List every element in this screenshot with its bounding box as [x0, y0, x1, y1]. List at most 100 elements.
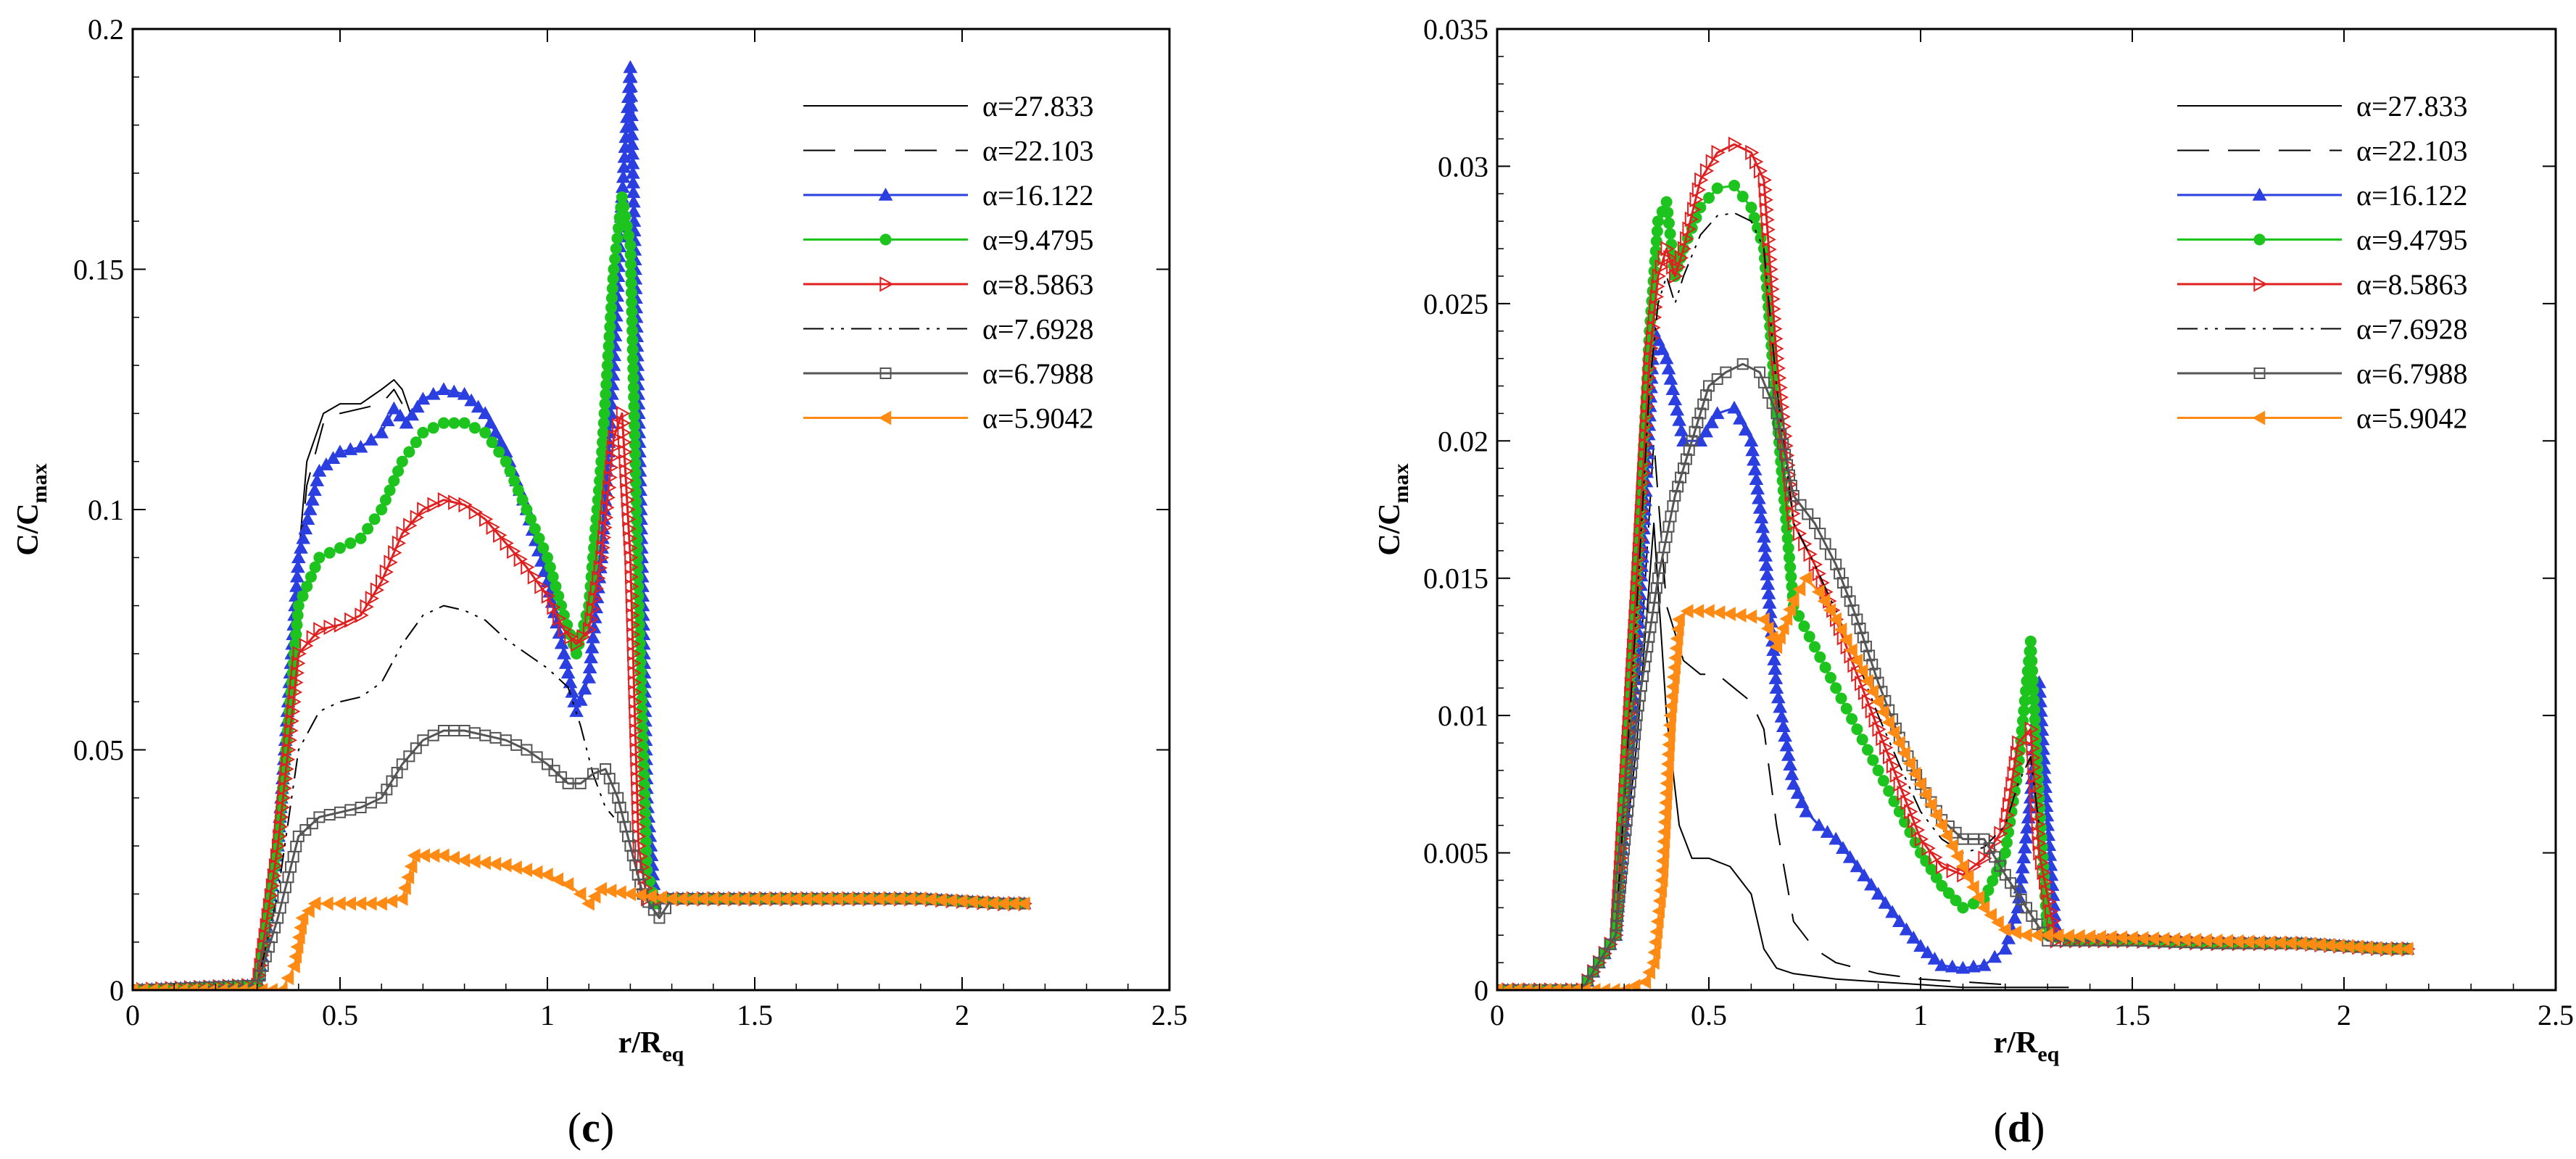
data-marker	[234, 983, 248, 990]
data-marker	[1968, 897, 1979, 910]
data-marker	[630, 752, 645, 768]
data-marker	[600, 378, 613, 391]
data-marker	[1885, 905, 1900, 918]
data-marker	[1710, 406, 1725, 420]
data-marker	[1597, 983, 1610, 990]
data-marker	[1860, 673, 1873, 689]
data-marker	[2005, 877, 2017, 889]
data-marker	[597, 426, 609, 439]
data-marker	[1765, 281, 1780, 297]
data-marker	[313, 622, 328, 638]
data-marker	[625, 286, 637, 299]
data-marker	[2014, 870, 2029, 884]
data-marker	[598, 520, 613, 536]
data-marker	[631, 780, 645, 797]
data-marker	[1794, 499, 1807, 511]
y-tick-label: 0.025	[1423, 288, 1488, 320]
chart-panel-c: 0 0.5 1 1.5 2 2.5 0 0.05 0.1 0.15 0.2 r/Req C/Cmax α=…	[12, 13, 1188, 1151]
data-marker	[2015, 893, 2027, 905]
data-marker	[1984, 907, 1997, 923]
data-marker	[1860, 640, 1872, 652]
y-axis-label-sub: max	[28, 463, 51, 503]
data-marker	[574, 777, 587, 789]
data-marker	[1999, 817, 2013, 834]
data-marker	[1670, 631, 1683, 646]
data-marker	[593, 560, 608, 576]
data-marker	[1649, 924, 1663, 939]
data-marker	[136, 984, 149, 990]
data-marker	[2044, 903, 2059, 920]
data-marker	[1657, 834, 1670, 849]
data-marker	[1773, 380, 1788, 396]
data-marker	[289, 638, 302, 650]
data-marker	[1769, 681, 1784, 694]
data-marker	[1656, 844, 1670, 859]
data-marker	[1647, 945, 1661, 960]
data-marker	[595, 549, 610, 565]
data-marker	[2021, 902, 2032, 914]
data-marker	[2046, 913, 2061, 929]
data-marker	[629, 713, 643, 729]
data-marker	[581, 670, 597, 684]
x-tick-label: 0.5	[322, 999, 358, 1031]
data-marker	[1660, 196, 1673, 208]
data-marker	[165, 983, 178, 990]
data-marker	[1883, 785, 1895, 797]
data-marker	[1628, 609, 1643, 625]
data-marker	[616, 415, 631, 431]
data-marker	[625, 277, 637, 289]
data-marker	[1694, 407, 1707, 420]
data-marker	[631, 533, 643, 546]
data-marker	[1834, 622, 1847, 637]
data-marker	[2033, 844, 2047, 861]
legend-marker-3	[2253, 233, 2266, 246]
data-marker	[605, 311, 617, 323]
data-marker	[244, 983, 258, 990]
data-marker	[625, 588, 639, 605]
data-marker	[1723, 607, 1736, 621]
data-marker	[1672, 612, 1685, 627]
data-marker	[1636, 475, 1651, 491]
data-marker	[1857, 868, 1871, 881]
data-marker	[625, 578, 639, 594]
data-marker	[596, 446, 608, 458]
data-marker	[1649, 288, 1665, 305]
series-line-5	[133, 605, 615, 990]
data-marker	[621, 220, 633, 232]
x-tick-label: 0	[125, 999, 140, 1031]
legend-label-0: α=27.833	[2356, 90, 2468, 122]
data-marker	[289, 949, 302, 964]
data-marker	[301, 581, 313, 593]
legend-label-4: α=8.5863	[982, 268, 1094, 301]
data-marker	[254, 983, 268, 990]
data-marker	[323, 809, 336, 821]
data-marker	[601, 489, 616, 506]
data-marker	[1598, 947, 1610, 960]
data-marker	[1857, 631, 1869, 644]
data-marker	[1665, 238, 1678, 251]
data-marker	[628, 410, 640, 422]
data-marker	[620, 482, 635, 499]
data-marker	[1703, 191, 1715, 204]
panel-caption-open: (	[1994, 1104, 2008, 1151]
data-marker	[624, 540, 638, 556]
data-marker	[1844, 643, 1858, 658]
data-marker	[1834, 568, 1846, 580]
data-marker	[599, 398, 611, 410]
data-marker	[1565, 984, 1578, 990]
data-marker	[626, 305, 638, 317]
data-marker	[587, 889, 601, 904]
data-marker	[1783, 602, 1796, 617]
data-marker	[1738, 423, 1753, 436]
data-marker	[436, 382, 451, 395]
data-marker	[618, 201, 630, 213]
legend-label-1: α=22.103	[2356, 135, 2468, 167]
data-marker	[629, 723, 644, 739]
data-marker	[1683, 444, 1695, 456]
data-marker	[1771, 690, 1786, 704]
data-marker	[602, 479, 617, 496]
data-marker	[225, 983, 238, 990]
data-marker	[195, 983, 208, 990]
series-group	[133, 60, 1032, 990]
data-marker	[631, 790, 645, 806]
